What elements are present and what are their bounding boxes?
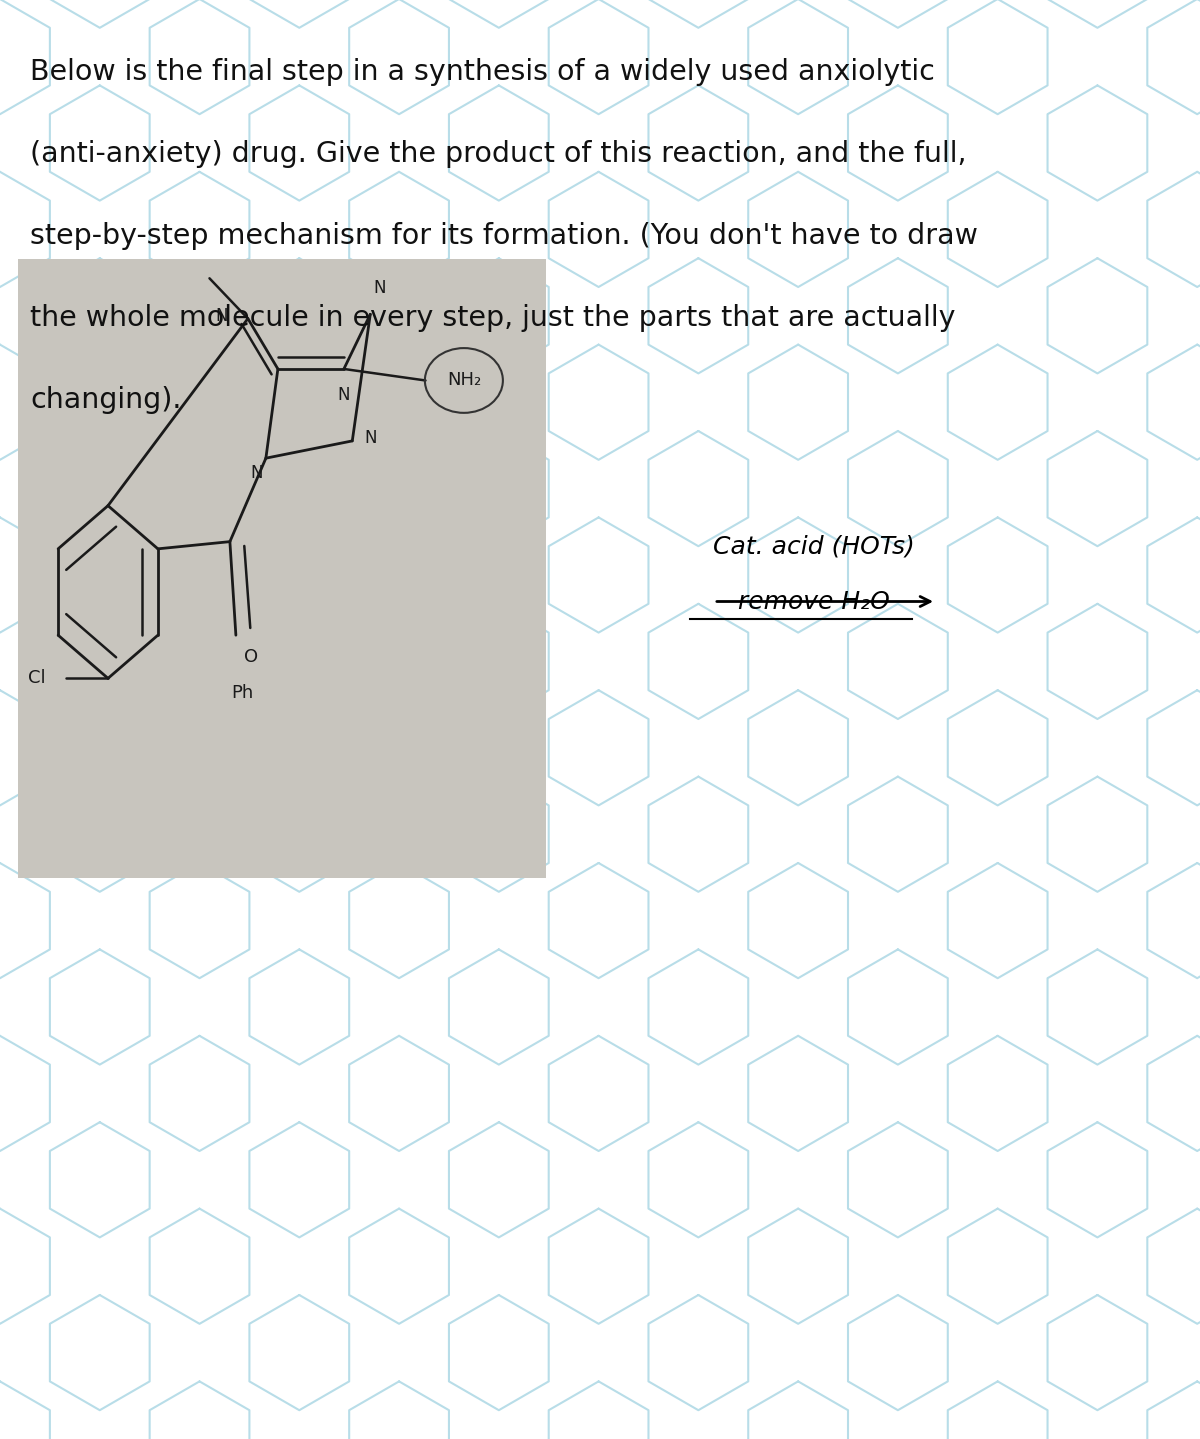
Text: Cl: Cl (28, 669, 46, 688)
Text: Ph: Ph (230, 684, 253, 702)
Text: NH₂: NH₂ (446, 371, 481, 390)
Text: N: N (250, 463, 263, 482)
Text: step-by-step mechanism for its formation. (You don't have to draw: step-by-step mechanism for its formation… (30, 222, 978, 249)
Text: N: N (364, 429, 377, 448)
Text: Below is the final step in a synthesis of a widely used anxiolytic: Below is the final step in a synthesis o… (30, 58, 935, 85)
Text: N: N (337, 386, 350, 404)
Text: the whole molecule in every step, just the parts that are actually: the whole molecule in every step, just t… (30, 304, 955, 331)
Text: (anti-anxiety) drug. Give the product of this reaction, and the full,: (anti-anxiety) drug. Give the product of… (30, 140, 966, 167)
Bar (18, 259, 546, 878)
Text: changing).: changing). (30, 386, 181, 413)
Text: remove H₂O: remove H₂O (738, 590, 889, 613)
Text: Cat. acid (HOTs): Cat. acid (HOTs) (713, 535, 914, 558)
Text: N: N (373, 279, 386, 298)
Text: O: O (245, 648, 258, 666)
Text: N: N (215, 307, 228, 325)
